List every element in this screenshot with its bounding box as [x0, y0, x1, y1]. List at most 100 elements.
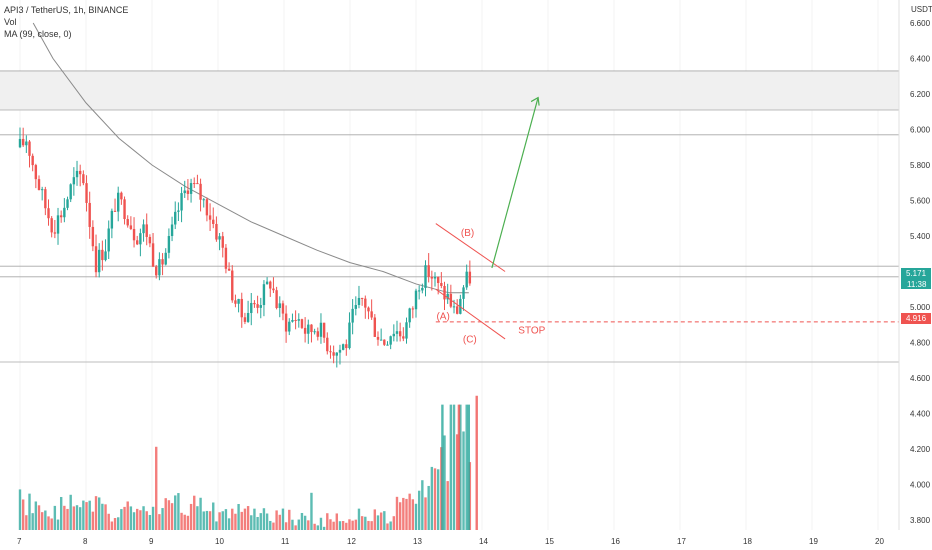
x-tick-label: 8	[83, 537, 88, 546]
stop-price-label: 4.916	[906, 314, 927, 323]
volume-bar	[376, 515, 380, 530]
volume-bar	[126, 501, 129, 530]
candle-body	[376, 336, 380, 340]
volume-bar	[269, 520, 272, 530]
volume-bar	[341, 521, 345, 530]
wave-a-label: (A)	[436, 311, 449, 322]
volume-bar	[462, 431, 465, 530]
volume-bar	[167, 500, 171, 530]
volume-bar	[240, 511, 243, 530]
candle-body	[72, 177, 76, 185]
candle-body	[379, 339, 383, 341]
volume-bar	[78, 507, 82, 530]
candle-body	[275, 290, 278, 309]
candle-body	[313, 331, 316, 333]
x-tick-label: 10	[215, 537, 224, 546]
volume-bar	[218, 512, 221, 530]
candle-body	[145, 224, 148, 237]
candle-body	[40, 189, 44, 191]
x-tick-label: 14	[479, 537, 488, 546]
symbol-legend[interactable]: API3 / TetherUS, 1h, BINANCE	[4, 5, 129, 15]
volume-bar	[281, 508, 285, 530]
candle-body	[91, 226, 95, 247]
ma-legend[interactable]: MA (99, close, 0)	[4, 29, 72, 39]
x-tick-label: 16	[611, 537, 620, 546]
volume-bar	[85, 502, 88, 530]
candle-body	[436, 276, 440, 283]
volume-bar	[246, 506, 250, 530]
candle-body	[174, 211, 177, 225]
volume-bar	[392, 516, 396, 530]
volume-bar	[297, 519, 300, 530]
volume-bar	[345, 522, 348, 530]
volume-bar	[215, 521, 218, 530]
volume-bar	[294, 525, 297, 530]
resistance-zone-rect	[0, 70, 899, 110]
candle-body	[148, 236, 152, 244]
candle-body	[183, 190, 186, 194]
volume-bar	[202, 511, 205, 530]
volume-bar	[300, 512, 304, 530]
candle-body	[278, 303, 281, 309]
last-price-label: 5.171	[906, 269, 927, 278]
candle-body	[215, 223, 218, 240]
candle-body	[256, 304, 259, 308]
candle-body	[113, 210, 117, 212]
candle-body	[417, 290, 421, 292]
volume-bar	[427, 485, 430, 530]
candle-body	[180, 193, 183, 211]
volume-bar	[47, 516, 50, 530]
volume-bar	[303, 515, 307, 530]
candle-body	[170, 224, 174, 237]
volume-bar	[278, 514, 281, 530]
y-tick-labels: 6.6006.4006.2006.0005.8005.6005.4005.200…	[910, 19, 931, 525]
volume-bar	[455, 434, 459, 530]
volume-legend[interactable]: Vol	[4, 17, 17, 27]
candle-body	[56, 215, 60, 234]
ma-line	[32, 22, 469, 294]
candle-body	[44, 189, 47, 209]
volume-bar	[72, 506, 76, 530]
candle-body	[421, 287, 424, 291]
volume-bar	[34, 501, 38, 530]
volume-bar	[446, 481, 449, 530]
volume-bar	[94, 496, 98, 530]
volume-bars	[18, 395, 478, 530]
volume-bar	[291, 519, 294, 530]
candle-body	[395, 331, 399, 334]
candle-body	[414, 290, 418, 310]
y-tick-label: 3.800	[910, 516, 931, 525]
volume-bar	[107, 513, 110, 530]
volume-bar	[56, 519, 60, 530]
y-tick-label: 4.400	[910, 410, 931, 419]
volume-bar	[237, 504, 240, 530]
candle-body	[50, 218, 53, 233]
y-tick-label: 4.600	[910, 374, 931, 383]
candle-body	[262, 284, 266, 306]
y-tick-label: 5.800	[910, 161, 931, 170]
candle-body	[405, 322, 408, 339]
volume-bar	[75, 505, 79, 530]
candle-body	[440, 282, 443, 286]
candle-body	[246, 313, 250, 322]
volume-bar	[110, 521, 114, 530]
candle-body	[177, 210, 180, 212]
candle-body	[443, 285, 446, 300]
volume-bar	[398, 502, 402, 530]
candle-body	[326, 337, 329, 352]
volume-bar	[142, 506, 145, 530]
volume-bar	[221, 511, 224, 530]
candle-body	[319, 322, 323, 337]
volume-bar	[348, 519, 351, 530]
x-tick-label: 19	[809, 537, 818, 546]
volume-bar	[158, 514, 161, 530]
candle-body	[234, 300, 237, 304]
volume-bar	[275, 510, 278, 530]
volume-bar	[316, 525, 319, 530]
candle-body	[155, 266, 158, 276]
candle-body	[196, 183, 199, 185]
candle-body	[297, 319, 300, 321]
candle-body	[88, 202, 91, 227]
candle-body	[446, 293, 449, 300]
